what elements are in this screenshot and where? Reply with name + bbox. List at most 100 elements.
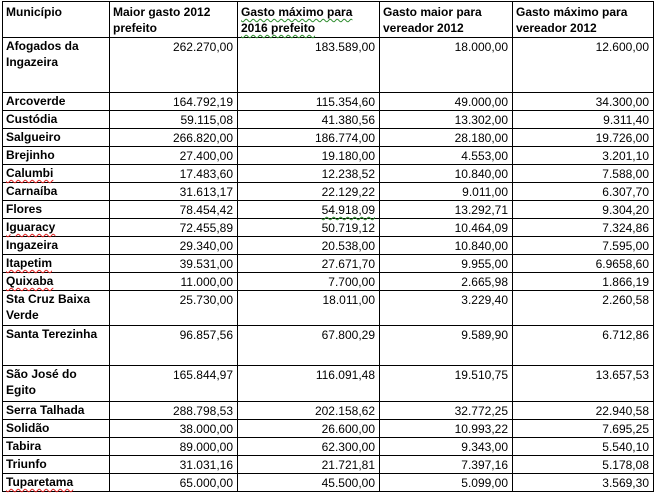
cell-prefeito-2012: 288.798,53 [109,401,238,420]
value-text: 9.589,90 [461,328,508,342]
cell-vereador-max: 7.695,25 [512,419,654,438]
cell-prefeito-2012: 262.270,00 [109,37,238,93]
value-text: 6.9658,60 [595,257,649,271]
value-text: 13.292,71 [454,203,508,217]
cell-prefeito-2016: 19.180,00 [237,146,380,165]
cell-municipio: Tabira [2,437,110,456]
cell-municipio: Quixaba [2,272,110,291]
cell-prefeito-2016: 62.300,00 [237,437,380,456]
value-text: 18.000,00 [454,40,508,54]
value-text: 41.380,56 [321,113,375,127]
cell-prefeito-2016: 21.721,81 [237,455,380,474]
cell-prefeito-2016: 18.011,00 [237,290,380,326]
value-text: 11.000,00 [180,275,234,289]
value-text: 65.000,00 [179,476,233,490]
table-row: Santa Terezinha 96.857,56 67.800,29 9.589,9… [2,325,654,366]
cell-vereador-max: 7.595,00 [512,236,654,255]
cell-vereador-2012: 3.229,40 [379,290,513,326]
municipio-text: Tabira [6,439,42,453]
municipio-text: Ingazeira [6,238,59,252]
value-text: 2.260,58 [602,293,649,307]
table-row: Triunfo 31.031,16 21.721,81 7.397,16 5.178,0… [2,455,654,474]
cell-vereador-2012: 4.553,00 [379,146,513,165]
cell-prefeito-2016: 12.238,52 [237,164,380,183]
cell-municipio: Custódia [2,110,110,129]
municipio-text: Salgueiro [6,130,61,144]
value-text: 10.840,00 [454,239,508,253]
cell-municipio: Afogados da Ingazeira [2,37,110,93]
value-text: 26.600,00 [321,422,375,436]
municipio-text: São José do Egito [6,367,77,397]
table-row: Quixaba 11.000,00 7.700,00 2.665,98 1.866,19 [2,272,654,291]
col-header-prefeito-2012: Maior gasto 2012 prefeito [109,1,238,38]
value-text: 5.178,08 [602,458,649,472]
cell-municipio: Serra Talhada [2,401,110,420]
cell-vereador-max: 12.600,00 [512,37,654,93]
cell-vereador-max: 9.311,40 [512,110,654,129]
table-row: Serra Talhada 288.798,53 202.158,62 32.772,… [2,401,654,420]
value-text: 62.300,00 [321,440,375,454]
value-text: 7.700,00 [328,275,375,289]
value-text: 9.955,00 [461,257,508,271]
cell-vereador-max: 1.866,19 [512,272,654,291]
table-row: Afogados da Ingazeira 262.270,00 183.589,0… [2,37,654,93]
municipio-text: Custódia [6,112,58,126]
cell-vereador-max: 19.726,00 [512,128,654,147]
value-text: 10.840,00 [454,167,508,181]
value-text: 10.464,09 [454,221,508,235]
cell-vereador-2012: 49.000,00 [379,92,513,111]
header-row: Município Maior gasto 2012 prefeito Gast… [2,1,654,38]
value-text: 115.354,60 [315,95,375,109]
value-text: 72.455,89 [179,221,233,235]
cell-municipio: Tuparetama [2,473,110,492]
value-text: 21.721,81 [321,458,375,472]
value-text: 27.671,70 [321,257,375,271]
municipio-text: Arcoverde [6,94,66,108]
cell-prefeito-2016: 50.719,12 [237,218,380,237]
value-text: 19.726,00 [595,131,649,145]
municipio-text: Tuparetama [6,475,74,489]
cell-vereador-2012: 10.464,09 [379,218,513,237]
value-text: 5.099,00 [461,476,508,490]
table-row: Ingazeira 29.340,00 20.538,00 10.840,00 7.59… [2,236,654,255]
cell-vereador-max: 3.201,10 [512,146,654,165]
cell-vereador-2012: 28.180,00 [379,128,513,147]
cell-prefeito-2012: 27.400,00 [109,146,238,165]
cell-vereador-max: 13.657,53 [512,365,654,402]
value-text: 45.500,00 [321,476,375,490]
table-row: Calumbi 17.483,60 12.238,52 10.840,00 7.588,… [2,164,654,183]
cell-prefeito-2016: 27.671,70 [237,254,380,273]
value-text: 165.844,97 [172,368,233,382]
cell-vereador-2012: 19.510,75 [379,365,513,402]
municipio-text: Santa Terezinha [6,327,98,341]
value-text: 50.719,12 [321,221,375,235]
value-text: 12.238,52 [321,167,375,181]
col-header-vereador-2012: Gasto maior para vereador 2012 [379,1,513,38]
table-row: Salgueiro 266.820,00 186.774,00 28.180,00 19… [2,128,654,147]
cell-vereador-max: 7.588,00 [512,164,654,183]
value-text: 22.940,58 [595,404,649,418]
cell-municipio: Itapetim [2,254,110,273]
value-text: 22.129,22 [321,185,375,199]
table-row: Brejinho 27.400,00 19.180,00 4.553,00 3.201,… [2,146,654,165]
cell-vereador-max: 5.178,08 [512,455,654,474]
value-text: 164.792,19 [172,95,233,109]
value-text: 3.201,10 [602,149,649,163]
value-text: 54.918,09 [321,203,375,217]
value-text: 38.000,00 [179,422,233,436]
value-text: 4.553,00 [461,149,508,163]
cell-vereador-2012: 2.665,98 [379,272,513,291]
value-text: 89.000,00 [179,440,233,454]
value-text: 31.613,17 [179,185,233,199]
municipio-text: Solidão [6,421,50,435]
cell-prefeito-2016: 22.129,22 [237,182,380,201]
cell-prefeito-2012: 266.820,00 [109,128,238,147]
value-text: 9.343,00 [461,440,508,454]
value-text: 49.000,00 [454,95,508,109]
cell-prefeito-2016: 183.589,00 [237,37,380,93]
cell-prefeito-2012: 164.792,19 [109,92,238,111]
table-body: Afogados da Ingazeira 262.270,00 183.589,0… [2,37,654,492]
col-header-vereador-max: Gasto máximo para vereador 2012 [512,1,654,38]
spending-table: Município Maior gasto 2012 prefeito Gast… [2,1,654,492]
value-text: 7.595,00 [602,239,649,253]
